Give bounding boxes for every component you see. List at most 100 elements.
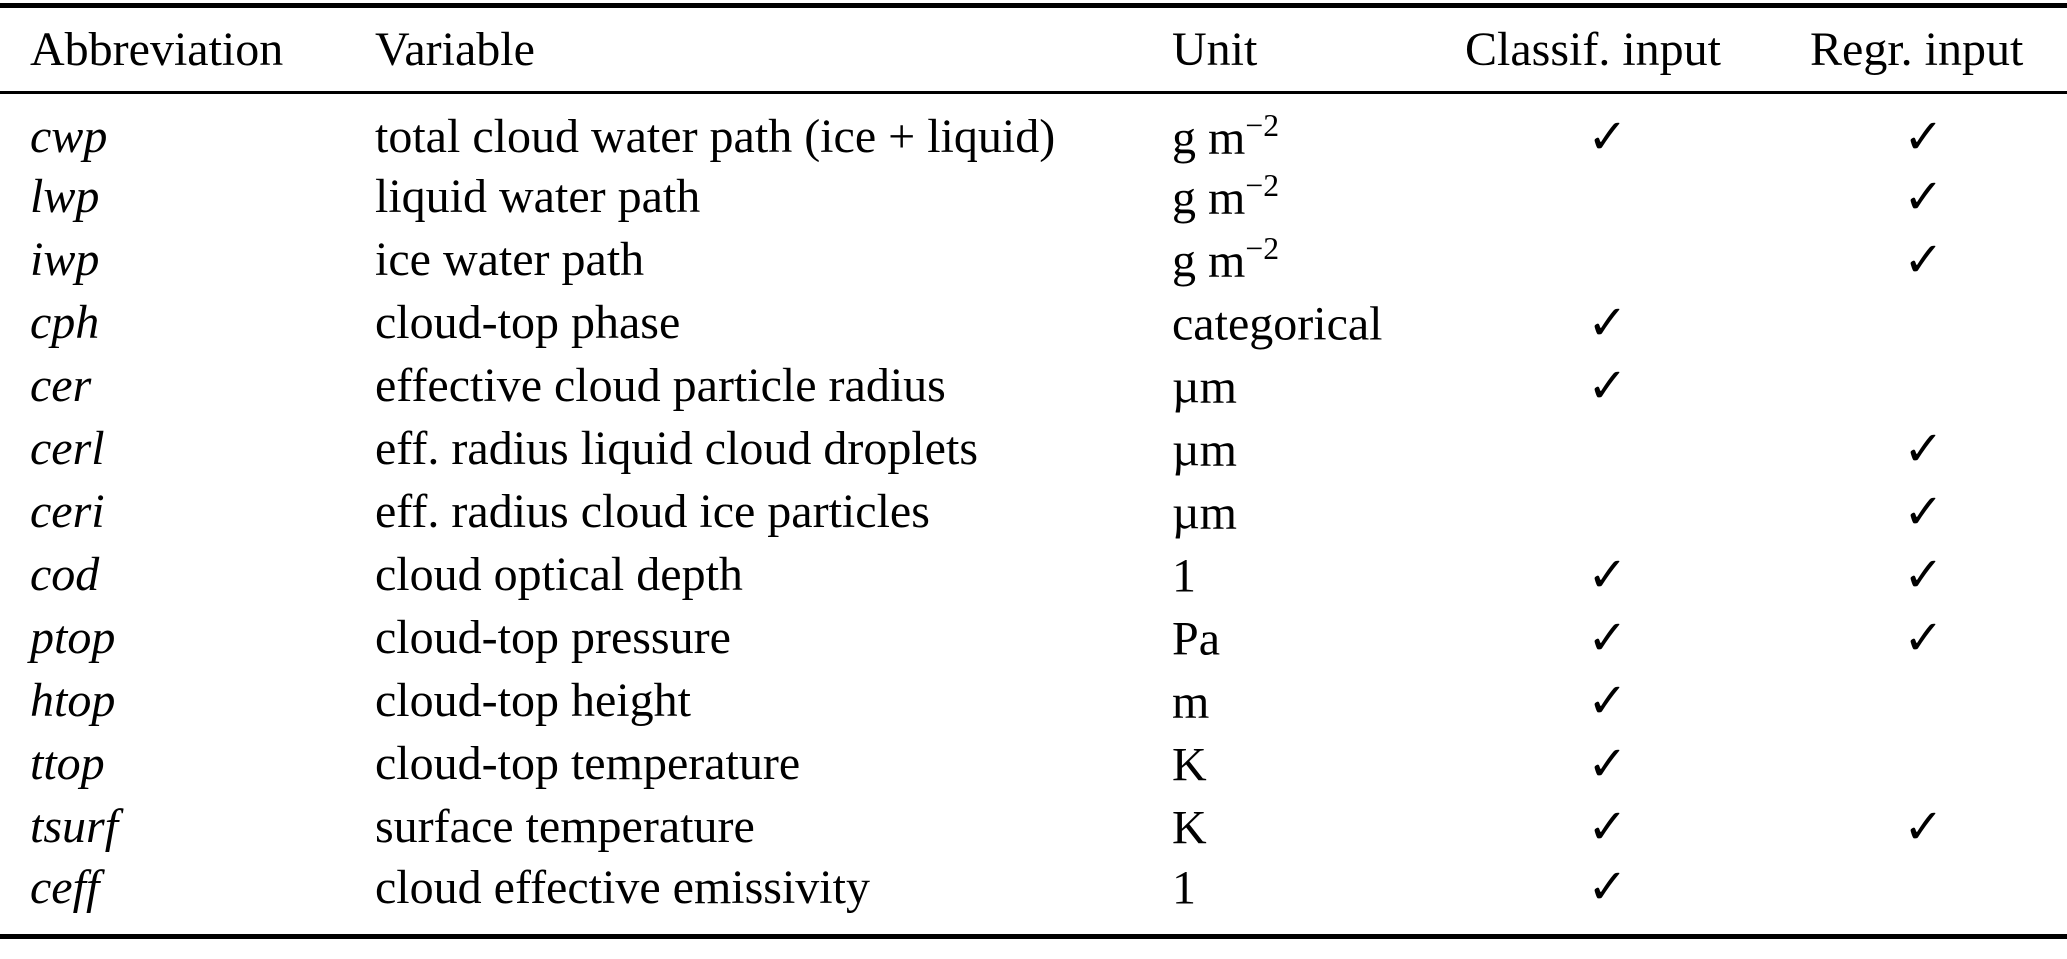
table-row: htop cloud-top height m ✓ xyxy=(0,669,2067,732)
regr-input-checkmark: ✓ xyxy=(1903,548,1944,602)
abbreviation-text: ceff xyxy=(30,860,100,914)
variable-cell: eff. radius cloud ice particles xyxy=(375,485,930,539)
abbreviation-text: cwp xyxy=(30,110,108,164)
abbr-cell: cer xyxy=(0,354,375,417)
variable-cell: cloud-top height xyxy=(375,674,691,728)
unit-text: 1 xyxy=(1172,549,1196,603)
abbr-cell: lwp xyxy=(0,165,375,228)
regr-input-checkmark: ✓ xyxy=(1903,233,1944,287)
abbr-cell: cph xyxy=(0,291,375,354)
table-row: lwp liquid water path g m−2 ✓ xyxy=(0,165,2067,228)
regr-input-checkmark: ✓ xyxy=(1903,611,1944,665)
unit-text: g m xyxy=(1172,111,1246,165)
variable-cell: liquid water path xyxy=(375,170,701,224)
abbr-cell: iwp xyxy=(0,228,375,291)
abbreviation-text: ptop xyxy=(30,611,116,665)
unit-text: µm xyxy=(1172,360,1237,414)
abbreviation-text: lwp xyxy=(30,170,100,224)
unit-cell: K xyxy=(1172,732,1465,795)
regr-input-checkmark xyxy=(1810,669,2067,732)
unit-cell: 1 xyxy=(1172,543,1465,606)
unit-text: Pa xyxy=(1172,612,1220,666)
abbr-cell: cerl xyxy=(0,417,375,480)
classif-input-checkmark xyxy=(1465,480,1810,543)
variable-cell: surface temperature xyxy=(375,800,755,854)
unit-superscript: −2 xyxy=(1245,168,1280,204)
unit-text: g m xyxy=(1172,234,1246,288)
variable-cell: cloud-top phase xyxy=(375,296,681,350)
abbr-cell: tsurf xyxy=(0,795,375,858)
unit-cell: g m−2 xyxy=(1172,165,1465,228)
unit-cell: µm xyxy=(1172,354,1465,417)
abbr-cell: ttop xyxy=(0,732,375,795)
regr-input-checkmark xyxy=(1810,732,2067,795)
classif-input-checkmark: ✓ xyxy=(1587,296,1628,350)
variable-cell: cloud-top pressure xyxy=(375,611,731,665)
classif-input-checkmark: ✓ xyxy=(1587,674,1628,728)
classif-input-checkmark xyxy=(1465,165,1810,228)
table-row: cwp total cloud water path (ice + liquid… xyxy=(0,93,2067,166)
variable-cell: cloud-top temperature xyxy=(375,737,801,791)
col-header-abbreviation: Abbreviation xyxy=(0,5,375,94)
table-row: cph cloud-top phase categorical ✓ xyxy=(0,291,2067,354)
table-row: cerl eff. radius liquid cloud droplets µ… xyxy=(0,417,2067,480)
regr-input-checkmark: ✓ xyxy=(1903,800,1944,854)
regr-input-checkmark: ✓ xyxy=(1903,485,1944,539)
regr-input-checkmark xyxy=(1810,354,2067,417)
table-row: cod cloud optical depth 1 ✓ ✓ xyxy=(0,543,2067,606)
abbr-cell: htop xyxy=(0,669,375,732)
unit-text: K xyxy=(1172,738,1207,792)
abbreviation-text: htop xyxy=(30,674,116,728)
table-row: cer effective cloud particle radius µm ✓ xyxy=(0,354,2067,417)
unit-text: m xyxy=(1172,675,1210,729)
regr-input-checkmark xyxy=(1810,291,2067,354)
abbr-cell: ceff xyxy=(0,858,375,936)
classif-input-checkmark: ✓ xyxy=(1587,861,1628,915)
regr-input-checkmark: ✓ xyxy=(1903,110,1944,164)
unit-cell: Pa xyxy=(1172,606,1465,669)
table-row: ptop cloud-top pressure Pa ✓ ✓ xyxy=(0,606,2067,669)
unit-superscript: −2 xyxy=(1245,108,1280,143)
classif-input-checkmark: ✓ xyxy=(1587,800,1628,854)
unit-cell: µm xyxy=(1172,417,1465,480)
unit-text: g m xyxy=(1172,171,1246,225)
classif-input-checkmark: ✓ xyxy=(1587,110,1628,164)
table-row: ceri eff. radius cloud ice particles µm … xyxy=(0,480,2067,543)
abbreviation-text: iwp xyxy=(30,233,100,287)
abbreviation-text: cer xyxy=(30,359,92,413)
abbr-cell: ceri xyxy=(0,480,375,543)
classif-input-checkmark: ✓ xyxy=(1587,359,1628,413)
table-row: tsurf surface temperature K ✓ ✓ xyxy=(0,795,2067,858)
abbreviation-text: tsurf xyxy=(30,800,119,854)
table-row: ttop cloud-top temperature K ✓ xyxy=(0,732,2067,795)
variable-cell: cloud effective emissivity xyxy=(375,860,870,914)
unit-cell: m xyxy=(1172,669,1465,732)
classif-input-checkmark: ✓ xyxy=(1587,548,1628,602)
col-header-regr-input: Regr. input xyxy=(1810,5,2067,94)
regr-input-checkmark xyxy=(1810,858,2067,936)
classif-input-checkmark xyxy=(1465,228,1810,291)
variable-cell: cloud optical depth xyxy=(375,548,743,602)
variable-cell: total cloud water path (ice + liquid) xyxy=(375,110,1056,164)
unit-text: µm xyxy=(1172,423,1237,477)
unit-text: 1 xyxy=(1172,861,1196,915)
table-body: cwp total cloud water path (ice + liquid… xyxy=(0,93,2067,937)
variable-cell: ice water path xyxy=(375,233,645,287)
unit-cell: g m−2 xyxy=(1172,93,1465,166)
header-row: Abbreviation Variable Unit Classif. inpu… xyxy=(0,5,2067,94)
unit-text: categorical xyxy=(1172,297,1383,351)
abbr-cell: ptop xyxy=(0,606,375,669)
abbreviation-text: cerl xyxy=(30,422,105,476)
table-row: ceff cloud effective emissivity 1 ✓ xyxy=(0,858,2067,936)
unit-text: µm xyxy=(1172,486,1237,540)
abbreviation-text: cod xyxy=(30,548,100,602)
abbr-cell: cwp xyxy=(0,93,375,166)
table-row: iwp ice water path g m−2 ✓ xyxy=(0,228,2067,291)
regr-input-checkmark: ✓ xyxy=(1903,170,1944,224)
unit-cell: K xyxy=(1172,795,1465,858)
col-header-unit: Unit xyxy=(1172,5,1465,94)
classif-input-checkmark: ✓ xyxy=(1587,611,1628,665)
col-header-variable: Variable xyxy=(375,5,1172,94)
unit-cell: g m−2 xyxy=(1172,228,1465,291)
classif-input-checkmark: ✓ xyxy=(1587,737,1628,791)
